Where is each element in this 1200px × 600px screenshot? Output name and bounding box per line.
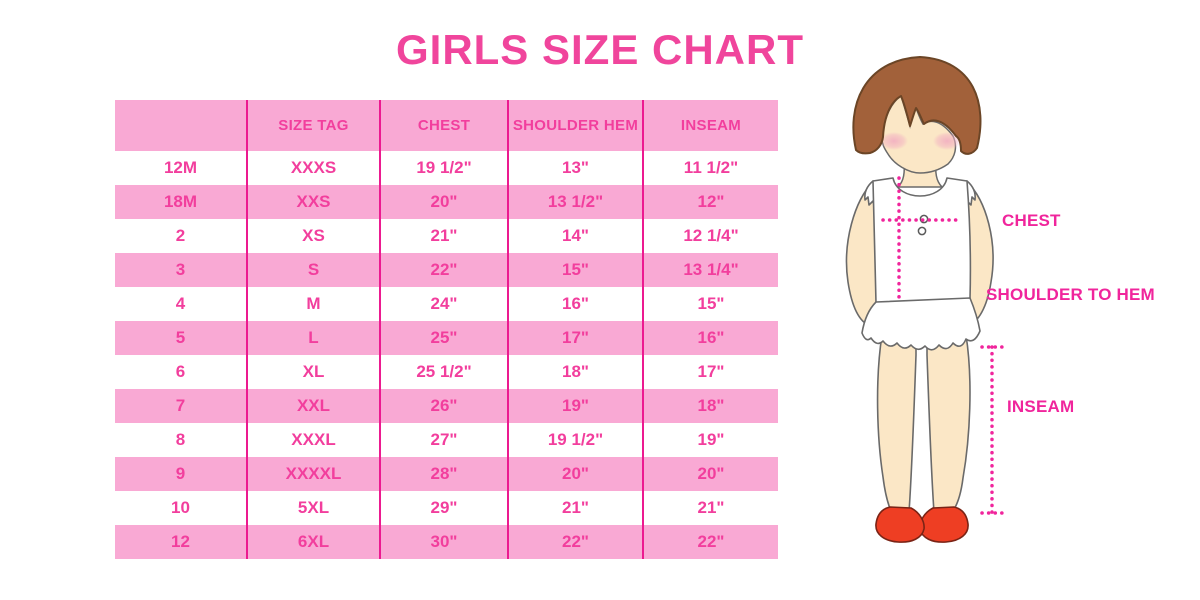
girl-blush [880, 132, 961, 150]
girl-skirt [861, 297, 981, 351]
shoulder-to-hem-label: SHOULDER TO HEM [986, 285, 1155, 304]
table-cell: XS [247, 219, 381, 253]
table-cell: 21" [508, 491, 644, 525]
girl-illustration [845, 56, 1005, 543]
table-cell: 22" [380, 253, 509, 287]
table-cell: 21" [380, 219, 509, 253]
table-cell: 30" [380, 525, 509, 559]
table-cell: XL [247, 355, 381, 389]
table-cell: 15" [697, 294, 725, 313]
table-cell: XXS [247, 185, 381, 219]
table-cell: 25 1/2" [380, 355, 509, 389]
header-shoulder-hem: SHOULDER HEM [508, 100, 644, 151]
table-cell: 20" [697, 464, 725, 483]
table-row: 7 XXL 26" 19" 18" [115, 389, 778, 423]
table-cell: 28" [380, 457, 509, 491]
table-cell: 19 1/2" [508, 423, 644, 457]
table-row: 10 5XL 29" 21" 21" [115, 491, 778, 525]
table-cell: 6 [115, 355, 248, 389]
table-row: 2 XS 21" 14" 12 1/4" [115, 219, 778, 253]
table-row: 12 6XL 30" 22" 22" [115, 525, 778, 559]
table-cell: 9 [115, 457, 248, 491]
table-row: 6 XL 25 1/2" 18" 17" [115, 355, 778, 389]
table-cell: 15" [508, 253, 644, 287]
table-cell: 6XL [247, 525, 381, 559]
table-cell: 12" [697, 192, 725, 211]
table-cell: 5 [115, 321, 248, 355]
header-size-tag: SIZE TAG [247, 100, 381, 151]
table-cell: 19" [697, 430, 725, 449]
table-cell: 17" [697, 362, 725, 381]
table-cell: M [247, 287, 381, 321]
table-cell: XXXXL [247, 457, 381, 491]
table-cell: 13 1/4" [683, 260, 739, 279]
table-cell: 29" [380, 491, 509, 525]
table-cell: 12 1/4" [683, 226, 739, 245]
table-cell: 24" [380, 287, 509, 321]
table-header-row: SIZE TAG CHEST SHOULDER HEM INSEAM [115, 100, 778, 151]
table-cell: 5XL [247, 491, 381, 525]
table-cell: 26" [380, 389, 509, 423]
table-cell: 8 [115, 423, 248, 457]
table-cell: 16" [697, 328, 725, 347]
table-cell: 25" [380, 321, 509, 355]
table-cell: 19 1/2" [380, 151, 509, 185]
table-cell: 19" [508, 389, 644, 423]
table-cell: 20" [380, 185, 509, 219]
table-cell: 18" [697, 396, 725, 415]
table-cell: XXL [247, 389, 381, 423]
table-cell: 22" [508, 525, 644, 559]
table-cell: 20" [508, 457, 644, 491]
table-cell: 17" [508, 321, 644, 355]
table-cell: 3 [115, 253, 248, 287]
header-inseam: INSEAM [643, 100, 778, 151]
table-cell: S [247, 253, 381, 287]
table-cell: XXXS [247, 151, 381, 185]
table-cell: 18M [115, 185, 248, 219]
girl-legs [876, 334, 971, 513]
table-cell: 21" [697, 498, 725, 517]
table-cell: 18" [508, 355, 644, 389]
table-cell: 27" [380, 423, 509, 457]
girl-hair [852, 56, 982, 155]
table-row: 5 L 25" 17" 16" [115, 321, 778, 355]
table-cell: 22" [697, 532, 725, 551]
table-cell: 13 1/2" [508, 185, 644, 219]
table-row: 18M XXS 20" 13 1/2" 12" [115, 185, 778, 219]
inseam-label: INSEAM [1007, 397, 1075, 416]
table-row: 4 M 24" 16" 15" [115, 287, 778, 321]
table-row: 8 XXXL 27" 19 1/2" 19" [115, 423, 778, 457]
table-row: 9 XXXXL 28" 20" 20" [115, 457, 778, 491]
chest-label: CHEST [1002, 211, 1061, 230]
girl-top [864, 177, 976, 304]
header-size [115, 100, 248, 151]
table-cell: 4 [115, 287, 248, 321]
measurement-lines [881, 176, 1005, 515]
header-chest: CHEST [380, 100, 509, 151]
table-cell: 14" [508, 219, 644, 253]
page-title: GIRLS SIZE CHART [395, 26, 804, 73]
table-cell: 12 [115, 525, 248, 559]
table-cell: 16" [508, 287, 644, 321]
table-cell: 13" [508, 151, 644, 185]
girl-shoes [875, 506, 969, 543]
size-chart-table: SIZE TAG CHEST SHOULDER HEM INSEAM 12M X… [115, 100, 778, 559]
table-row: 3 S 22" 15" 13 1/4" [115, 253, 778, 287]
table-row: 12M XXXS 19 1/2" 13" 11 1/2" [115, 151, 778, 185]
table-cell: 12M [115, 151, 248, 185]
table-cell: 7 [115, 389, 248, 423]
table-cell: 11 1/2" [683, 158, 739, 177]
table-cell: L [247, 321, 381, 355]
table-cell: 2 [115, 219, 248, 253]
table-cell: 10 [115, 491, 248, 525]
table-cell: XXXL [247, 423, 381, 457]
